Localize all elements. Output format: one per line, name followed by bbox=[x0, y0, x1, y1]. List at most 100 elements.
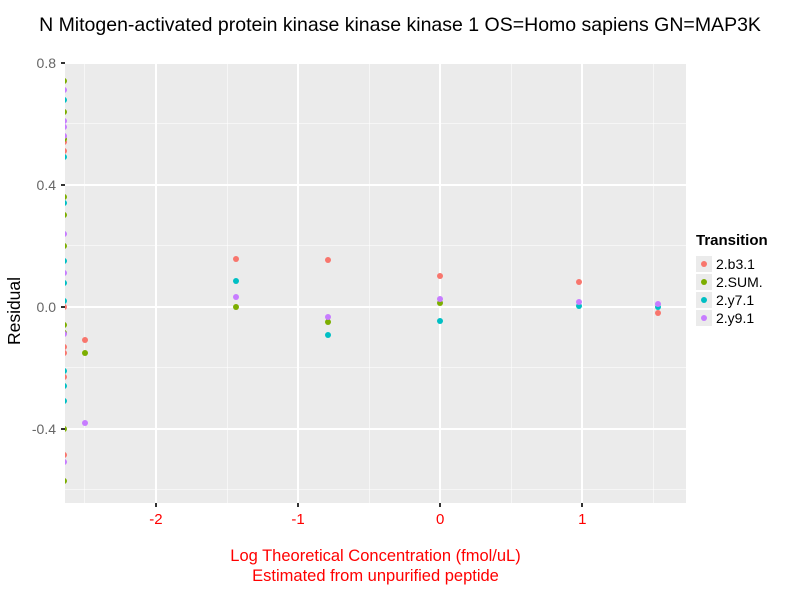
y-tick-mark bbox=[61, 61, 65, 64]
data-point bbox=[232, 303, 239, 310]
legend-key bbox=[696, 256, 712, 272]
grid-minor-vertical bbox=[84, 62, 86, 503]
y-tick-label: 0.4 bbox=[36, 176, 56, 193]
data-point bbox=[81, 337, 88, 344]
data-point bbox=[65, 459, 67, 466]
legend-key bbox=[696, 274, 712, 290]
data-point bbox=[65, 194, 67, 201]
legend-dot-icon bbox=[701, 297, 707, 303]
legend-entries: 2.b3.1 2.SUM. 2.y7.1 2.y9.1 bbox=[696, 255, 798, 327]
grid-minor-vertical bbox=[368, 62, 370, 503]
legend-key bbox=[696, 292, 712, 308]
y-tick-label: -0.4 bbox=[31, 420, 56, 437]
data-point bbox=[437, 299, 444, 306]
data-point bbox=[65, 117, 67, 124]
legend-dot-icon bbox=[701, 315, 707, 321]
legend: Transition 2.b3.1 2.SUM. 2.y7.1 2.y9.1 bbox=[696, 232, 798, 327]
data-point bbox=[65, 477, 67, 484]
data-point bbox=[65, 133, 67, 140]
data-point bbox=[324, 331, 331, 338]
data-point bbox=[437, 272, 444, 279]
x-tick-label: -2 bbox=[149, 511, 163, 528]
data-point bbox=[65, 123, 67, 130]
grid-minor-vertical bbox=[226, 62, 228, 503]
data-point bbox=[65, 242, 67, 249]
data-point bbox=[576, 278, 583, 285]
legend-entry-label: 2.y7.1 bbox=[716, 292, 755, 308]
data-point bbox=[65, 331, 67, 338]
legend-entry: 2.b3.1 bbox=[696, 255, 798, 273]
legend-entry: 2.y7.1 bbox=[696, 291, 798, 309]
data-point bbox=[65, 303, 67, 310]
data-point bbox=[324, 318, 331, 325]
data-point bbox=[65, 343, 67, 350]
data-point bbox=[65, 322, 67, 329]
y-tick-label: 0.0 bbox=[36, 298, 56, 315]
data-point bbox=[65, 451, 67, 458]
data-point bbox=[65, 258, 67, 265]
data-point bbox=[65, 367, 67, 374]
data-point bbox=[81, 419, 88, 426]
data-point bbox=[232, 277, 239, 284]
data-point bbox=[654, 303, 661, 310]
data-point bbox=[65, 87, 67, 94]
data-point bbox=[65, 374, 67, 381]
data-point bbox=[324, 256, 331, 263]
grid-major-vertical bbox=[297, 62, 300, 503]
data-point bbox=[324, 314, 331, 321]
x-tick-label: -1 bbox=[291, 511, 305, 528]
data-point bbox=[65, 383, 67, 390]
data-point bbox=[437, 296, 444, 303]
x-tick-label: 1 bbox=[578, 511, 587, 528]
data-point bbox=[65, 136, 67, 143]
y-tick-mark bbox=[61, 183, 65, 186]
data-point bbox=[65, 200, 67, 207]
grid-major-horizontal bbox=[65, 305, 686, 308]
legend-entry-label: 2.y9.1 bbox=[716, 310, 755, 326]
grid-minor-vertical bbox=[652, 62, 654, 503]
grid-major-vertical bbox=[154, 62, 157, 503]
grid-major-horizontal bbox=[65, 427, 686, 430]
legend-entry: 2.SUM. bbox=[696, 273, 798, 291]
legend-key bbox=[696, 310, 712, 326]
data-point bbox=[65, 139, 67, 146]
data-point bbox=[65, 349, 67, 356]
data-point bbox=[654, 300, 661, 307]
y-tick-mark bbox=[61, 305, 65, 308]
data-point bbox=[65, 279, 67, 286]
legend-dot-icon bbox=[701, 261, 707, 267]
x-tick-label: 0 bbox=[435, 511, 445, 528]
x-tick-mark bbox=[439, 503, 442, 507]
x-tick-mark bbox=[154, 503, 157, 507]
legend-entry-label: 2.SUM. bbox=[716, 274, 763, 290]
data-point bbox=[65, 425, 67, 432]
data-point bbox=[576, 303, 583, 310]
data-point bbox=[65, 297, 67, 304]
data-point bbox=[654, 309, 661, 316]
grid-minor-vertical bbox=[510, 62, 512, 503]
grid-major-vertical bbox=[439, 62, 442, 503]
grid-minor-horizontal bbox=[65, 367, 686, 369]
x-axis-title-line2: Estimated from unpurified peptide bbox=[252, 567, 499, 585]
plot-panel bbox=[65, 62, 686, 503]
data-point bbox=[576, 299, 583, 306]
data-point bbox=[232, 256, 239, 263]
grid-minor-horizontal bbox=[65, 123, 686, 125]
data-point bbox=[65, 398, 67, 405]
x-tick-mark bbox=[297, 503, 300, 507]
grid-minor-horizontal bbox=[65, 489, 686, 491]
data-point bbox=[65, 108, 67, 115]
x-tick-mark bbox=[581, 503, 584, 507]
data-point bbox=[65, 212, 67, 219]
legend-title: Transition bbox=[696, 232, 768, 249]
data-point bbox=[65, 148, 67, 155]
data-point bbox=[65, 154, 67, 161]
legend-dot-icon bbox=[701, 279, 707, 285]
x-axis-title-line1: Log Theoretical Concentration (fmol/uL) bbox=[230, 547, 521, 565]
data-point bbox=[65, 96, 67, 103]
data-point bbox=[437, 318, 444, 325]
grid-major-horizontal bbox=[65, 62, 686, 64]
chart-title: N Mitogen-activated protein kinase kinas… bbox=[39, 14, 761, 36]
grid-major-horizontal bbox=[65, 183, 686, 186]
